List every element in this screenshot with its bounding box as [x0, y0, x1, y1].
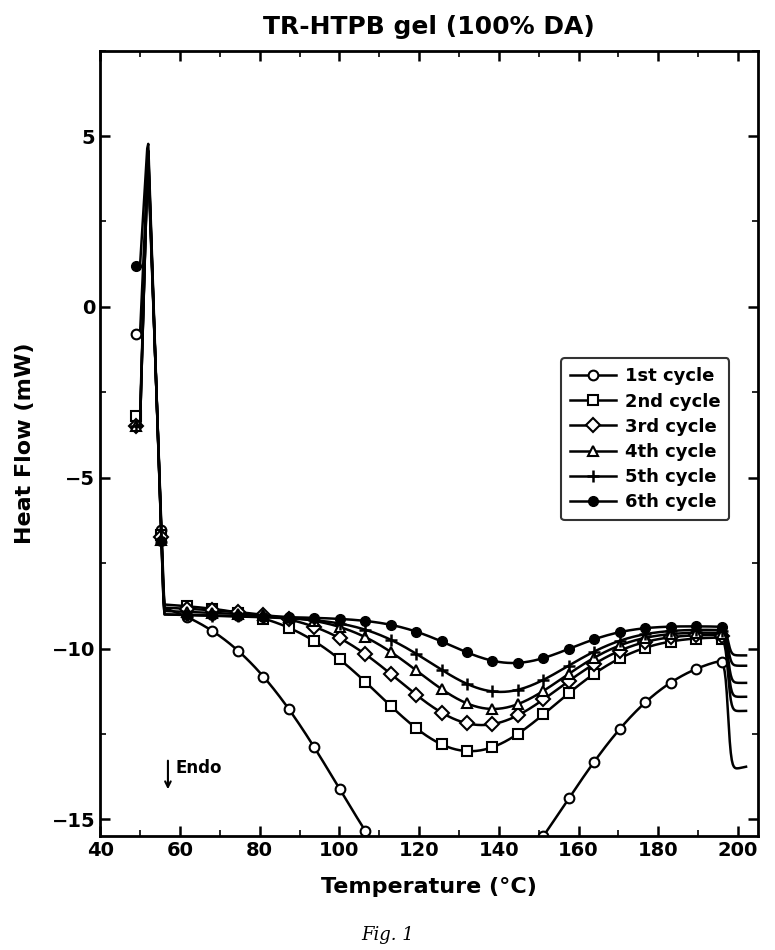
Legend: 1st cycle, 2nd cycle, 3rd cycle, 4th cycle, 5th cycle, 6th cycle: 1st cycle, 2nd cycle, 3rd cycle, 4th cyc…: [561, 358, 729, 521]
Line: 3rd cycle: 3rd cycle: [131, 152, 751, 730]
4th cycle: [143, 148, 153, 160]
5th cycle: [240, 611, 250, 622]
5th cycle: [289, 613, 298, 624]
1st cycle: [132, 329, 141, 340]
3rd cycle: [742, 691, 751, 702]
6th cycle: [492, 656, 501, 667]
2nd cycle: [541, 707, 550, 718]
Line: 5th cycle: 5th cycle: [130, 145, 752, 697]
2nd cycle: [289, 624, 298, 636]
5th cycle: [492, 686, 501, 697]
Line: 1st cycle: 1st cycle: [131, 162, 751, 918]
4th cycle: [408, 662, 418, 674]
4th cycle: [289, 612, 298, 623]
3rd cycle: [477, 719, 487, 731]
Text: Endo: Endo: [176, 759, 222, 777]
5th cycle: [742, 660, 751, 672]
3rd cycle: [493, 717, 502, 729]
1st cycle: [289, 711, 298, 722]
1st cycle: [143, 162, 153, 173]
5th cycle: [496, 686, 505, 697]
3rd cycle: [593, 656, 602, 668]
4th cycle: [541, 684, 550, 695]
2nd cycle: [742, 705, 751, 716]
2nd cycle: [466, 746, 475, 757]
4th cycle: [493, 703, 502, 714]
Line: 4th cycle: 4th cycle: [131, 149, 751, 713]
4th cycle: [593, 651, 602, 662]
5th cycle: [593, 644, 602, 655]
1st cycle: [593, 751, 602, 763]
3rd cycle: [132, 421, 141, 432]
Y-axis label: Heat Flow (mW): Heat Flow (mW): [15, 343, 35, 544]
1st cycle: [240, 652, 250, 663]
3rd cycle: [541, 693, 550, 704]
6th cycle: [408, 625, 418, 636]
3rd cycle: [408, 687, 418, 698]
Line: 6th cycle: 6th cycle: [131, 139, 751, 668]
3rd cycle: [240, 607, 250, 618]
2nd cycle: [143, 155, 153, 166]
2nd cycle: [593, 666, 602, 677]
X-axis label: Temperature (°C): Temperature (°C): [321, 877, 537, 897]
2nd cycle: [132, 410, 141, 422]
6th cycle: [143, 138, 153, 149]
6th cycle: [132, 260, 141, 272]
4th cycle: [742, 677, 751, 689]
Line: 2nd cycle: 2nd cycle: [131, 156, 751, 756]
1st cycle: [742, 761, 751, 772]
4th cycle: [489, 703, 498, 714]
Title: TR-HTPB gel (100% DA): TR-HTPB gel (100% DA): [264, 15, 595, 39]
4th cycle: [132, 421, 141, 432]
4th cycle: [240, 609, 250, 620]
3rd cycle: [143, 151, 153, 162]
1st cycle: [408, 887, 418, 899]
1st cycle: [541, 827, 550, 839]
6th cycle: [593, 633, 602, 644]
2nd cycle: [493, 739, 502, 750]
5th cycle: [541, 674, 550, 685]
6th cycle: [240, 611, 250, 622]
1st cycle: [493, 886, 502, 898]
6th cycle: [289, 612, 298, 623]
1st cycle: [450, 907, 460, 919]
3rd cycle: [289, 615, 298, 626]
2nd cycle: [240, 608, 250, 619]
2nd cycle: [408, 720, 418, 732]
6th cycle: [742, 650, 751, 661]
5th cycle: [143, 145, 153, 157]
6th cycle: [508, 657, 518, 669]
5th cycle: [408, 646, 418, 657]
Text: Fig. 1: Fig. 1: [361, 926, 414, 944]
6th cycle: [541, 652, 550, 663]
5th cycle: [132, 421, 141, 432]
